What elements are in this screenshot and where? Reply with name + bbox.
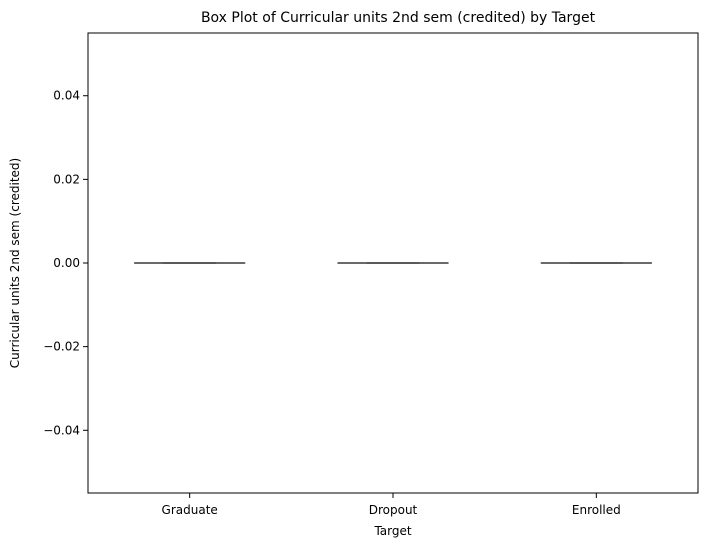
chart-title: Box Plot of Curricular units 2nd sem (cr…: [201, 10, 596, 26]
y-tick-label: −0.04: [43, 423, 80, 437]
y-tick-label: 0.02: [53, 172, 80, 186]
x-axis-label: Target: [373, 524, 411, 538]
x-tick-label: Graduate: [162, 503, 218, 517]
y-axis-ticks: −0.04 −0.02 0.00 0.02 0.04: [43, 89, 88, 437]
y-tick-label: 0.00: [53, 256, 80, 270]
x-tick-label: Dropout: [369, 503, 418, 517]
x-axis-ticks: Graduate Dropout Enrolled: [162, 493, 621, 517]
x-tick-label: Enrolled: [572, 503, 621, 517]
y-tick-label: −0.02: [43, 340, 80, 354]
y-axis-label: Curricular units 2nd sem (credited): [8, 158, 22, 368]
y-tick-label: 0.04: [53, 89, 80, 103]
